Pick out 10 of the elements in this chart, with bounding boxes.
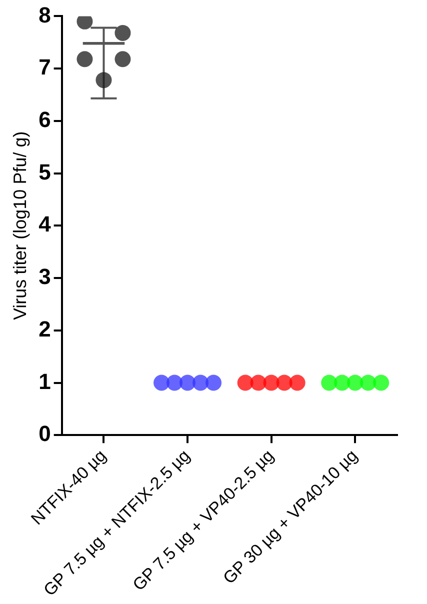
y-tick-label: 4 bbox=[38, 212, 52, 237]
y-axis-title: Virus titer (log10 Pfu/ g) bbox=[10, 131, 30, 320]
y-tick-label: 0 bbox=[38, 421, 51, 446]
y-tick-label: 3 bbox=[38, 264, 51, 290]
y-tick-label: 8 bbox=[38, 2, 51, 28]
y-tick-label: 2 bbox=[38, 316, 51, 342]
y-tick-label: 1 bbox=[38, 368, 51, 394]
y-tick-label: 6 bbox=[38, 106, 51, 132]
y-tick-label: 7 bbox=[38, 54, 51, 80]
y-tick-label: 5 bbox=[38, 159, 51, 184]
